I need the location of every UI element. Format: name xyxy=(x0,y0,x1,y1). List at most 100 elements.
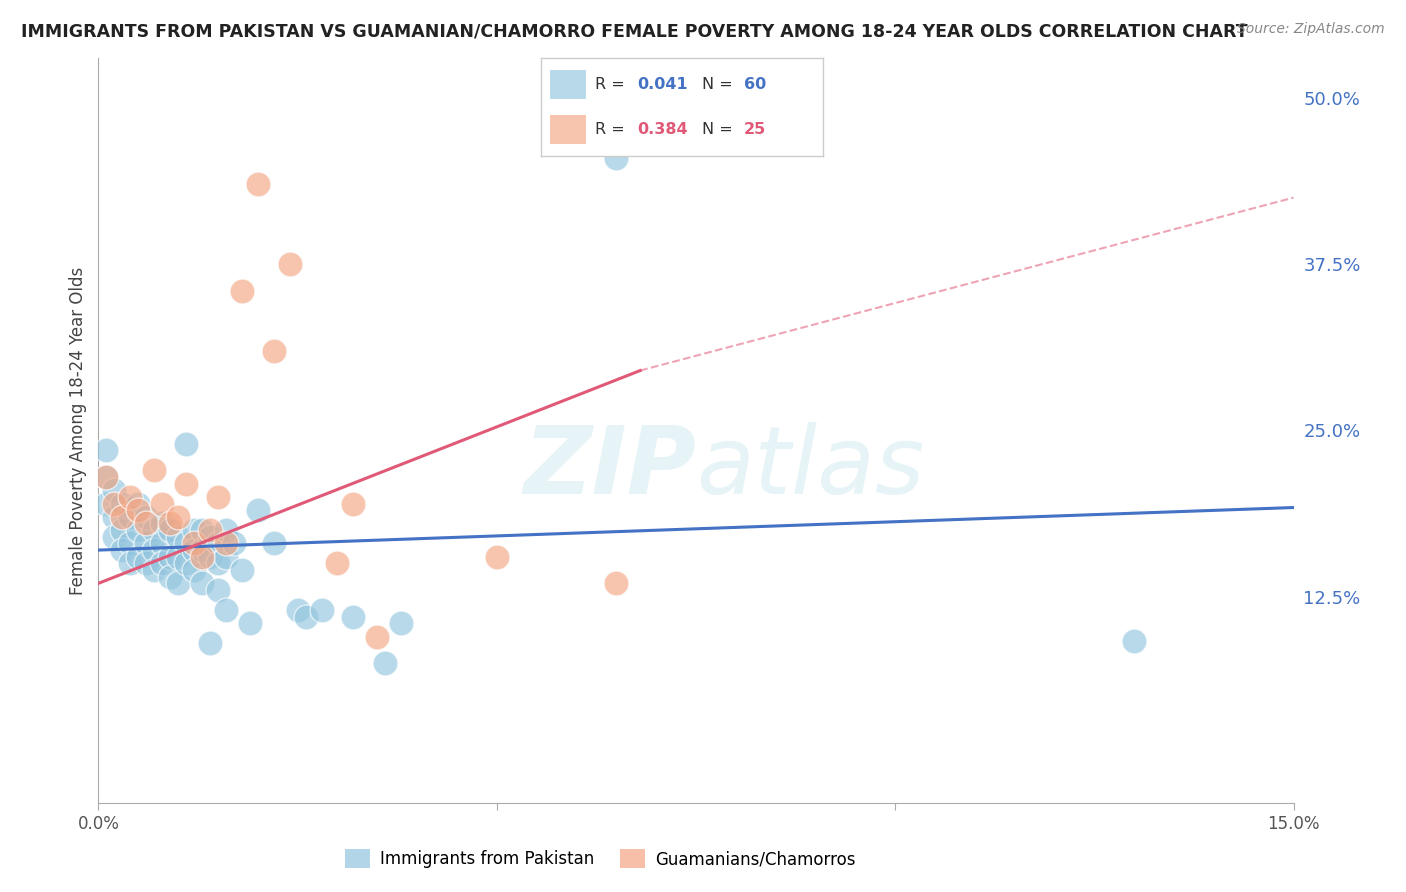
Point xyxy=(263,343,285,358)
Point xyxy=(215,536,238,550)
Point xyxy=(174,476,197,491)
Legend: Immigrants from Pakistan, Guamanians/Chamorros: Immigrants from Pakistan, Guamanians/Cha… xyxy=(337,841,863,877)
Point xyxy=(96,443,118,458)
Point xyxy=(366,630,388,644)
Point xyxy=(127,549,149,564)
Point xyxy=(167,576,190,591)
Point xyxy=(167,549,190,564)
Point xyxy=(143,463,166,477)
Point xyxy=(96,470,118,484)
Point xyxy=(143,523,166,537)
Point xyxy=(374,656,396,670)
Point xyxy=(135,557,157,571)
Point xyxy=(207,536,229,550)
Point xyxy=(150,516,173,531)
Point xyxy=(287,603,309,617)
Point xyxy=(120,490,142,504)
Point xyxy=(159,523,181,537)
Point xyxy=(222,536,245,550)
Point xyxy=(605,151,627,165)
Point xyxy=(183,523,205,537)
Point xyxy=(111,497,134,511)
Point xyxy=(111,509,134,524)
Point xyxy=(135,516,157,531)
Point xyxy=(167,509,190,524)
Point xyxy=(207,490,229,504)
Text: R =: R = xyxy=(595,77,630,92)
Point xyxy=(143,543,166,558)
Point xyxy=(215,549,238,564)
Point xyxy=(191,543,214,558)
Point xyxy=(111,523,134,537)
Point xyxy=(198,636,221,650)
Point xyxy=(1123,633,1146,648)
Text: 0.384: 0.384 xyxy=(637,122,688,137)
Point xyxy=(103,483,125,498)
Bar xyxy=(550,115,586,145)
Text: N =: N = xyxy=(702,77,738,92)
Point xyxy=(103,530,125,544)
Point xyxy=(207,582,229,597)
Text: N =: N = xyxy=(702,122,738,137)
Point xyxy=(127,497,149,511)
Point xyxy=(174,557,197,571)
Text: 25: 25 xyxy=(744,122,766,137)
Point xyxy=(167,530,190,544)
Point xyxy=(311,603,333,617)
Point xyxy=(198,523,221,537)
Text: atlas: atlas xyxy=(696,422,924,513)
Point xyxy=(96,497,118,511)
Point xyxy=(326,557,349,571)
Point xyxy=(183,536,205,550)
Point xyxy=(120,557,142,571)
Point xyxy=(174,436,197,450)
Point xyxy=(191,576,214,591)
Point xyxy=(159,570,181,584)
Point xyxy=(239,616,262,631)
Point xyxy=(342,497,364,511)
Point xyxy=(103,509,125,524)
Point xyxy=(215,603,238,617)
Point xyxy=(150,557,173,571)
Text: 0.041: 0.041 xyxy=(637,77,688,92)
Text: 60: 60 xyxy=(744,77,766,92)
Point xyxy=(294,609,316,624)
Y-axis label: Female Poverty Among 18-24 Year Olds: Female Poverty Among 18-24 Year Olds xyxy=(69,267,87,594)
Text: IMMIGRANTS FROM PAKISTAN VS GUAMANIAN/CHAMORRO FEMALE POVERTY AMONG 18-24 YEAR O: IMMIGRANTS FROM PAKISTAN VS GUAMANIAN/CH… xyxy=(21,22,1247,40)
Point xyxy=(183,543,205,558)
Point xyxy=(96,470,118,484)
Text: R =: R = xyxy=(595,122,630,137)
Point xyxy=(278,257,301,271)
Point xyxy=(191,523,214,537)
Point xyxy=(263,536,285,550)
Text: Source: ZipAtlas.com: Source: ZipAtlas.com xyxy=(1237,22,1385,37)
Point xyxy=(135,509,157,524)
Text: ZIP: ZIP xyxy=(523,422,696,514)
Point xyxy=(135,536,157,550)
Point xyxy=(150,536,173,550)
Point xyxy=(103,497,125,511)
Point xyxy=(159,549,181,564)
Point xyxy=(389,616,412,631)
Point xyxy=(174,536,197,550)
Point xyxy=(198,549,221,564)
Point xyxy=(191,549,214,564)
Point xyxy=(231,563,253,577)
Point xyxy=(111,543,134,558)
Point xyxy=(127,523,149,537)
Point xyxy=(485,549,508,564)
Point xyxy=(120,536,142,550)
Point xyxy=(198,530,221,544)
Point xyxy=(159,516,181,531)
Point xyxy=(231,284,253,298)
Point xyxy=(215,523,238,537)
Bar xyxy=(550,70,586,99)
Point xyxy=(120,509,142,524)
Point xyxy=(246,178,269,192)
Point xyxy=(246,503,269,517)
Point xyxy=(143,563,166,577)
Point xyxy=(342,609,364,624)
Point xyxy=(207,557,229,571)
Point xyxy=(127,503,149,517)
Point xyxy=(150,497,173,511)
